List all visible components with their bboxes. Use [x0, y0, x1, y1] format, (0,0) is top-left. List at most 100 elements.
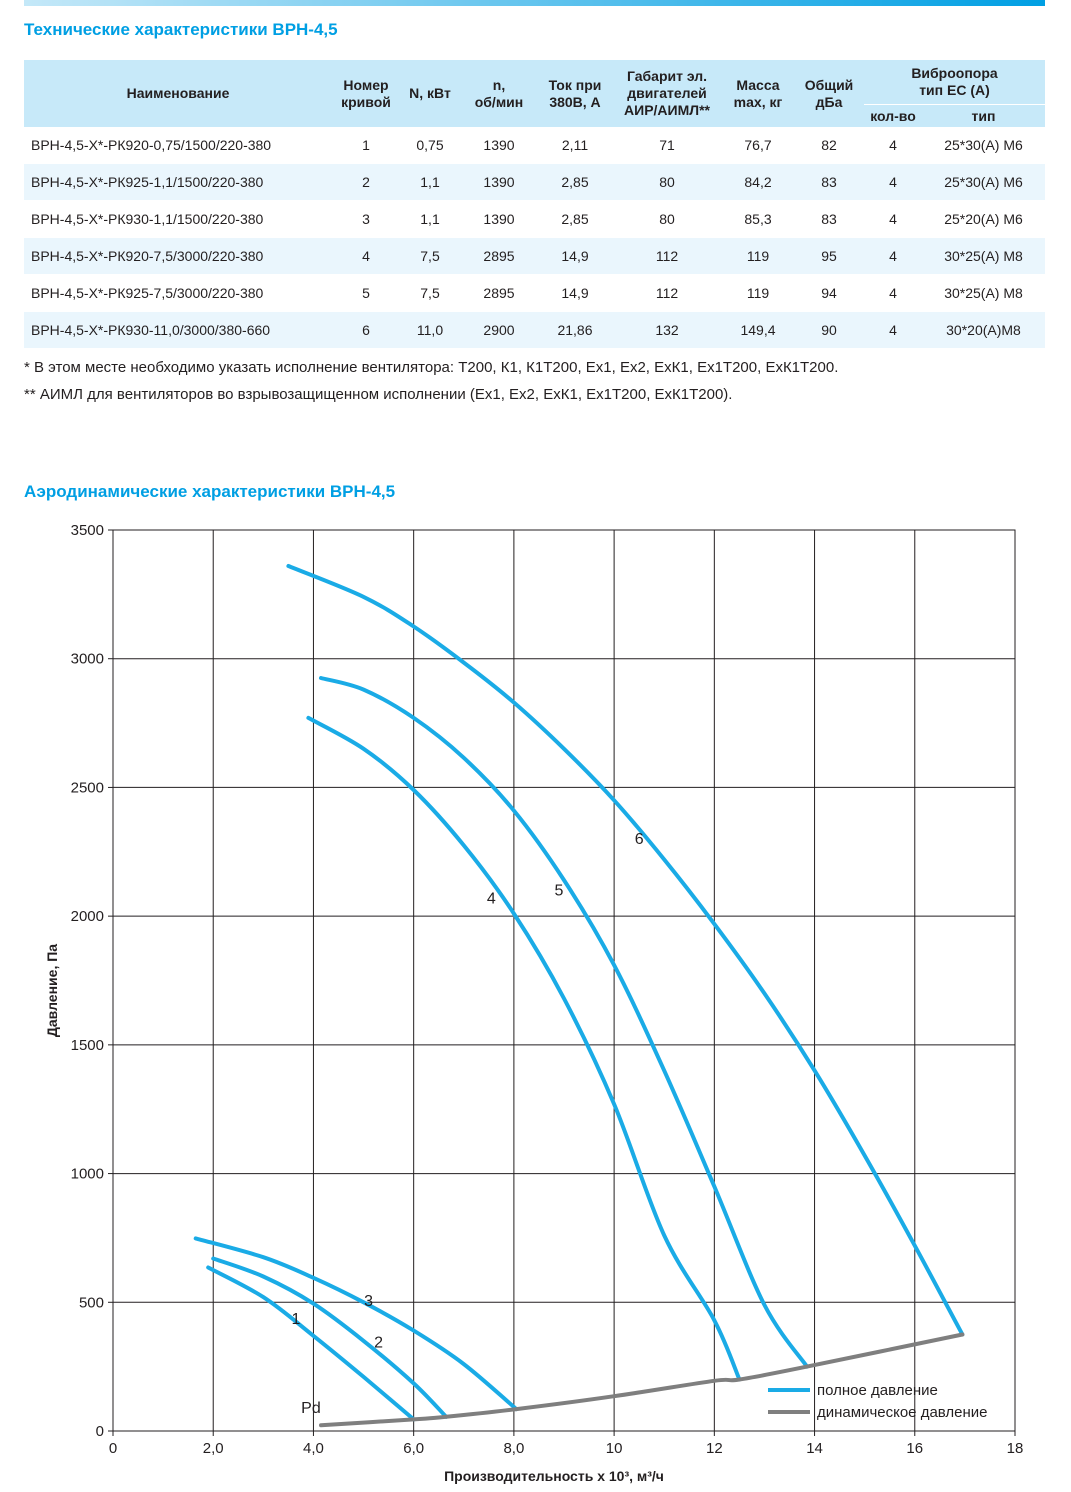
cell-count: 4 [864, 237, 922, 275]
cell-curve: 2 [332, 163, 400, 201]
y-tick-label: 0 [96, 1423, 104, 1440]
curve-label-3: 3 [364, 1293, 373, 1310]
y-tick-label: 1000 [71, 1166, 104, 1183]
header-vibro-type: тип [922, 104, 1045, 127]
cell-rpm: 2900 [460, 311, 538, 349]
cell-rpm: 2895 [483, 285, 515, 301]
x-tick-label: 4,0 [303, 1440, 324, 1457]
cell-mass: 84,2 [722, 163, 794, 201]
header-noise: Общий дБа [794, 60, 864, 127]
x-tick-label: 18 [1007, 1440, 1024, 1457]
header-vibro: Виброопора тип ЕС (А) [864, 60, 1045, 105]
curve-label-Pd: Pd [301, 1400, 321, 1417]
cell-power: 1,1 [400, 163, 460, 201]
cell-curve: 5 [362, 285, 370, 301]
header-rpm: n, об/мин [460, 60, 538, 127]
spec-table: Наименование Номер кривой N, кВт n, об/мин… [24, 60, 1045, 349]
cell-mass: 76,7 [744, 137, 772, 153]
header-power: N, кВт [400, 60, 460, 127]
cell-rpm: 1390 [483, 211, 515, 227]
cell-type: 30*25(А) М8 [922, 237, 1045, 275]
pressure-curve-4 [306, 715, 742, 1382]
curve-label-1: 1 [291, 1311, 300, 1328]
cell-power: 7,5 [420, 285, 440, 301]
pressure-curve-1 [206, 1265, 416, 1422]
cell-type: 30*25(А) М8 [944, 285, 1023, 301]
y-axis-title: Давление, Па [44, 944, 60, 1037]
cell-current: 14,9 [561, 285, 589, 301]
cell-mass: 85,3 [744, 211, 772, 227]
cell-rpm: 2895 [460, 237, 538, 275]
cell-power: 7,5 [400, 237, 460, 275]
header-vibro-count: кол-во [864, 104, 922, 127]
dynamic-pressure-curve [319, 1332, 965, 1428]
cell-curve: 4 [332, 237, 400, 275]
cell-curve: 1 [362, 137, 370, 153]
cell-name: ВРН-4,5-Х*-РК920-7,5/3000/220-380 [24, 237, 332, 275]
x-tick-label: 0 [109, 1440, 117, 1457]
table-row: ВРН-4,5-Х*-РК930-11,0/3000/380-660 6 11,… [24, 311, 1045, 349]
y-tick-label: 500 [79, 1294, 104, 1311]
header-current: Ток при 380В, А [538, 60, 612, 127]
footnote-aiml: ** АИМЛ для вентиляторов во взрывозащище… [24, 386, 733, 403]
spec-section-title: Технические характеристики ВРН-4,5 [24, 20, 338, 39]
curve-label-2: 2 [374, 1334, 383, 1351]
curve-label-5: 5 [555, 883, 564, 900]
cell-curve: 3 [362, 211, 370, 227]
cell-count: 4 [889, 137, 897, 153]
cell-type: 25*30(А) М6 [944, 137, 1023, 153]
cell-mass: 119 [746, 285, 770, 301]
table-row: ВРН-4,5-Х*-РК925-1,1/1500/220-380 2 1,1 … [24, 163, 1045, 201]
cell-power: 11,0 [400, 311, 460, 349]
cell-count: 4 [864, 311, 922, 349]
x-tick-label: 10 [606, 1440, 623, 1457]
header-curve: Номер кривой [332, 60, 400, 127]
cell-name: ВРН-4,5-Х*-РК920-0,75/1500/220-380 [31, 137, 272, 153]
cell-name: ВРН-4,5-Х*-РК925-7,5/3000/220-380 [31, 285, 264, 301]
pressure-curve-3 [193, 1236, 519, 1412]
cell-type: 25*30(А) М6 [922, 163, 1045, 201]
footnote-variant: * В этом месте необходимо указать исполн… [24, 359, 839, 376]
x-tick-label: 12 [706, 1440, 723, 1457]
header-motor: Габарит эл. двигателей АИР/АИМЛ** [612, 60, 722, 127]
cell-rpm: 1390 [460, 163, 538, 201]
y-tick-label: 3000 [71, 651, 104, 668]
cell-curve: 6 [332, 311, 400, 349]
y-tick-label: 2000 [71, 908, 104, 925]
aerodynamic-chart: 0 2,0 4,0 6,0 8,0 10 12 14 16 1805001000150020002… [44, 522, 1024, 1484]
cell-noise: 90 [794, 311, 864, 349]
x-axis-title: Производительность х 10³, м³/ч [444, 1468, 664, 1484]
cell-motor: 80 [612, 163, 722, 201]
y-tick-label: 2500 [71, 779, 104, 796]
cell-current: 2,85 [561, 211, 589, 227]
pressure-curve-6 [286, 564, 965, 1337]
cell-current: 2,85 [538, 163, 612, 201]
cell-current: 21,86 [538, 311, 612, 349]
cell-mass: 119 [722, 237, 794, 275]
x-tick-label: 16 [906, 1440, 923, 1457]
x-tick-label: 6,0 [403, 1440, 424, 1457]
cell-motor: 112 [612, 237, 722, 275]
cell-noise: 82 [821, 137, 837, 153]
cell-noise: 95 [794, 237, 864, 275]
pressure-curve-5 [319, 676, 809, 1369]
table-row: ВРН-4,5-Х*-РК925-7,5/3000/220-380 5 7,5 … [24, 275, 1045, 312]
cell-name: ВРН-4,5-Х*-РК925-1,1/1500/220-380 [24, 163, 332, 201]
table-row: ВРН-4,5-Х*-РК920-7,5/3000/220-380 4 7,5 … [24, 237, 1045, 275]
cell-noise: 94 [821, 285, 837, 301]
plot-area [112, 529, 1016, 1432]
y-tick-label: 1500 [71, 1037, 104, 1054]
cell-rpm: 1390 [483, 137, 515, 153]
y-tick-label: 3500 [71, 522, 104, 539]
cell-motor: 80 [659, 211, 675, 227]
cell-motor: 112 [655, 285, 679, 301]
header-name: Наименование [24, 60, 332, 127]
cell-noise: 83 [794, 163, 864, 201]
cell-current: 2,11 [561, 137, 589, 153]
x-tick-label: 14 [806, 1440, 823, 1457]
table-row: ВРН-4,5-Х*-РК920-0,75/1500/220-380 1 0,7… [24, 127, 1045, 164]
cell-type: 30*20(А)М8 [922, 311, 1045, 349]
chart-title: Аэродинамические характеристики ВРН-4,5 [24, 482, 396, 501]
cell-noise: 83 [821, 211, 837, 227]
cell-current: 14,9 [538, 237, 612, 275]
